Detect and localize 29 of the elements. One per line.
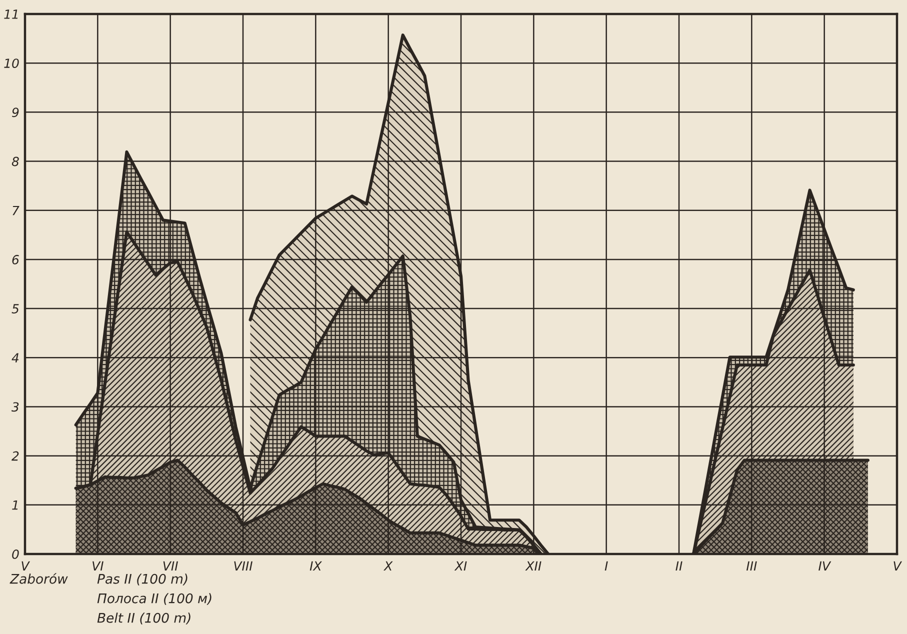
y-tick-label: 9 — [12, 108, 19, 118]
text: Pas II (100 m) — [97, 574, 188, 586]
x-tick-label: VIII — [234, 561, 252, 570]
text: Belt II (100 m) — [97, 612, 190, 624]
x-tick-label: XII — [525, 561, 542, 570]
x-tick-label: III — [746, 561, 757, 570]
y-tick-label: 3 — [12, 402, 19, 412]
y-tick-label: 7 — [12, 206, 20, 216]
x-tick-label: VII — [163, 561, 178, 570]
y-tick-label: 2 — [12, 451, 19, 461]
x-tick-label: V — [22, 561, 30, 570]
y-tick-label: 11 — [4, 10, 18, 19]
x-tick-label: XI — [454, 561, 467, 570]
y-tick-label: 0 — [12, 549, 19, 559]
y-tick-label: 5 — [12, 304, 19, 314]
y-tick-label: 6 — [12, 254, 19, 264]
x-tick-label: II — [676, 561, 682, 570]
y-tick-label: 8 — [12, 156, 19, 166]
text: Полоса II (100 м) — [97, 593, 212, 605]
x-tick-label: X — [384, 561, 393, 570]
text: Zaborów — [10, 573, 68, 584]
x-tick-label: I — [604, 561, 608, 570]
y-tick-label: 1 — [12, 500, 18, 510]
x-tick-label: V — [894, 561, 902, 570]
x-tick-label: IV — [818, 561, 832, 570]
x-tick-label: IX — [310, 561, 322, 570]
y-tick-label: 4 — [12, 353, 19, 362]
x-tick-label: VI — [92, 561, 104, 570]
y-tick-label: 10 — [4, 58, 19, 68]
